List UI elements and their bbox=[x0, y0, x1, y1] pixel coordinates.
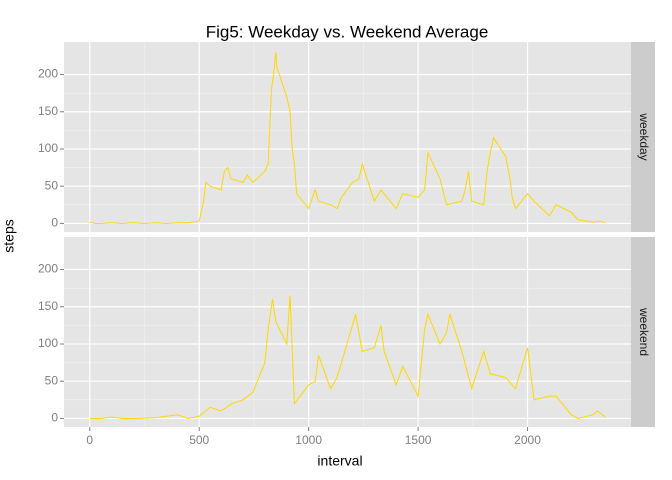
facet-label: weekend bbox=[637, 307, 651, 356]
facet-strip bbox=[631, 237, 655, 427]
y-tick-label: 200 bbox=[38, 67, 58, 81]
facet-strip bbox=[631, 42, 655, 232]
y-tick-label: 200 bbox=[38, 262, 58, 276]
y-tick-label: 100 bbox=[38, 141, 58, 155]
x-tick-label: 1000 bbox=[295, 433, 322, 447]
chart-title: Fig5: Weekday vs. Weekend Average bbox=[206, 22, 489, 41]
y-tick-label: 150 bbox=[38, 299, 58, 313]
y-axis-label: steps bbox=[1, 219, 17, 252]
panel-background bbox=[64, 42, 631, 232]
x-axis-label: interval bbox=[317, 453, 362, 469]
x-tick-label: 1500 bbox=[405, 433, 432, 447]
panel-background bbox=[64, 237, 631, 427]
data-line bbox=[89, 52, 606, 224]
y-tick-label: 0 bbox=[51, 216, 58, 230]
y-tick-label: 150 bbox=[38, 104, 58, 118]
y-tick-label: 50 bbox=[45, 178, 59, 192]
y-tick-label: 100 bbox=[38, 336, 58, 350]
x-tick-label: 0 bbox=[86, 433, 93, 447]
y-tick-label: 0 bbox=[51, 411, 58, 425]
x-tick-label: 500 bbox=[189, 433, 209, 447]
x-tick-label: 2000 bbox=[514, 433, 541, 447]
y-tick-label: 50 bbox=[45, 373, 59, 387]
facet-label: weekday bbox=[637, 112, 651, 160]
data-line bbox=[89, 295, 606, 419]
